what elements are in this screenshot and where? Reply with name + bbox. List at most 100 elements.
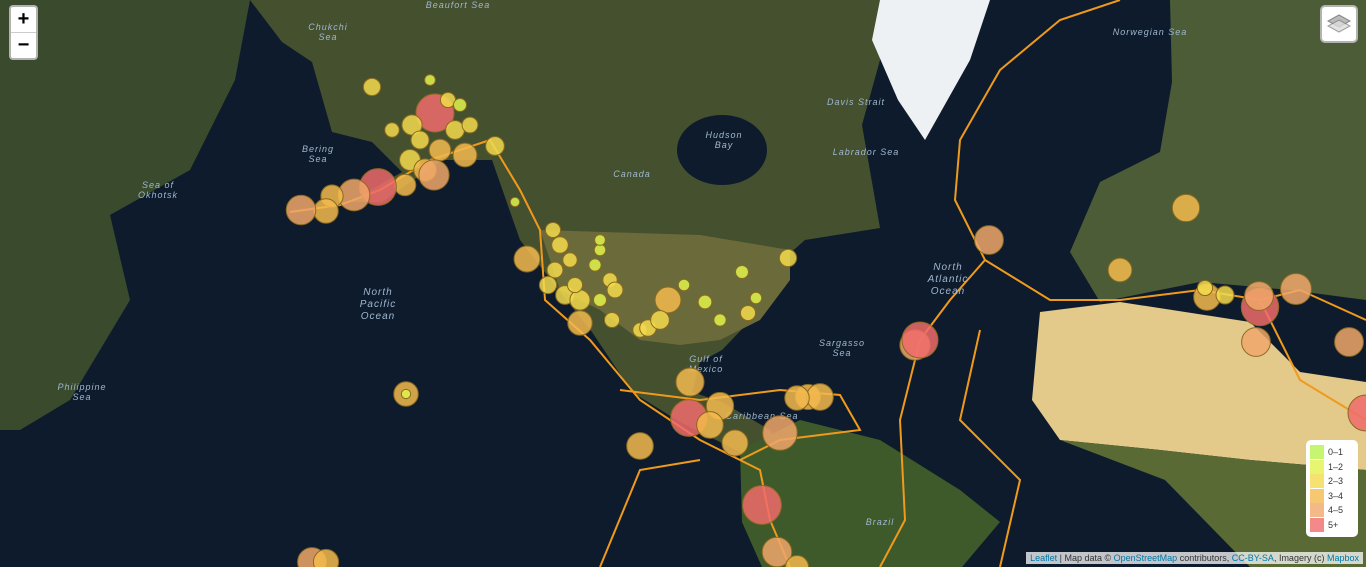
earthquake-marker[interactable]	[566, 276, 584, 294]
earthquake-marker[interactable]	[784, 385, 810, 411]
earthquake-marker[interactable]	[606, 281, 624, 299]
earthquake-marker[interactable]	[974, 225, 1004, 255]
earthquake-marker[interactable]	[806, 383, 834, 411]
earthquake-marker[interactable]	[1107, 257, 1133, 283]
earthquake-marker[interactable]	[593, 243, 607, 257]
earthquake-marker[interactable]	[461, 116, 479, 134]
earthquake-marker[interactable]	[453, 98, 467, 112]
map-label: Philippine	[57, 382, 106, 392]
leaflet-link[interactable]: Leaflet	[1030, 553, 1058, 563]
plate-boundary	[1259, 299, 1366, 421]
earthquake-marker[interactable]	[1280, 273, 1312, 305]
earthquake-marker[interactable]	[509, 196, 521, 208]
earthquake-marker[interactable]	[569, 289, 591, 311]
earthquake-marker[interactable]	[362, 77, 382, 97]
map-label: Mexico	[689, 364, 724, 374]
earthquake-marker[interactable]	[626, 432, 654, 460]
map-label: Atlantic	[927, 274, 969, 285]
attribution: Leaflet | Map data © OpenStreetMap contr…	[1026, 552, 1363, 564]
legend-swatch	[1310, 517, 1324, 532]
map-label: Chukchi	[308, 22, 348, 32]
earthquake-marker[interactable]	[603, 311, 621, 329]
earthquake-marker[interactable]	[485, 136, 505, 156]
earthquake-marker[interactable]	[384, 122, 400, 138]
earthquake-marker[interactable]	[677, 278, 691, 292]
map-label: Bering	[302, 144, 334, 154]
earthquake-marker[interactable]	[588, 258, 602, 272]
zoom-out[interactable]: −	[17, 34, 30, 56]
license-link[interactable]: CC-BY-SA	[1231, 553, 1274, 563]
osm-link[interactable]: OpenStreetMap	[1113, 553, 1178, 563]
earthquake-marker[interactable]	[594, 234, 606, 246]
earthquake-marker[interactable]	[1171, 193, 1201, 223]
zoom-in[interactable]: +	[11, 7, 36, 33]
earthquake-marker[interactable]	[713, 313, 727, 327]
earthquake-marker[interactable]	[546, 261, 564, 279]
earthquake-marker[interactable]	[696, 411, 724, 439]
earthquake-marker[interactable]	[650, 310, 670, 330]
map-label: Bay	[715, 140, 734, 150]
legend-item: 5+	[1310, 517, 1354, 533]
legend-item: 2–3	[1310, 474, 1354, 489]
map-label: Sargasso	[819, 338, 865, 348]
map-label: Davis Strait	[827, 97, 885, 107]
legend-label: 4–5	[1328, 505, 1344, 516]
earthquake-marker[interactable]	[749, 291, 763, 305]
earthquake-marker[interactable]	[739, 304, 757, 322]
map-label: Sea	[308, 154, 327, 164]
earthquake-marker[interactable]	[400, 388, 412, 400]
earthquake-marker[interactable]	[1196, 279, 1214, 297]
map-labels: NorthPacificOceanNorthAtlanticOceanSarga…	[57, 0, 1188, 527]
earthquake-marker[interactable]	[418, 159, 450, 191]
earthquake-marker[interactable]	[778, 248, 798, 268]
land	[0, 0, 250, 430]
attribution-text: | Map data ©	[1059, 553, 1112, 563]
earthquake-marker[interactable]	[654, 286, 682, 314]
earthquake-marker[interactable]	[721, 429, 749, 457]
earthquake-marker[interactable]	[742, 485, 782, 525]
earthquake-marker[interactable]	[1244, 281, 1274, 311]
legend-item: 1–2	[1310, 459, 1354, 475]
bay	[677, 115, 767, 185]
earthquake-marker[interactable]	[551, 236, 569, 254]
earthquake-marker[interactable]	[428, 138, 452, 162]
legend-swatch	[1310, 459, 1324, 474]
map-label: Norwegian Sea	[1113, 27, 1188, 37]
earthquake-marker[interactable]	[452, 142, 478, 168]
earthquake-marker[interactable]	[393, 173, 417, 197]
map-label: Canada	[613, 169, 651, 179]
earthquake-marker[interactable]	[445, 120, 465, 140]
legend-label: 3–4	[1328, 490, 1344, 501]
earthquake-marker[interactable]	[697, 294, 713, 310]
earthquake-marker[interactable]	[562, 252, 578, 268]
map-label: Ocean	[931, 286, 965, 297]
earthquake-marker[interactable]	[312, 548, 340, 567]
earthquake-marker[interactable]	[1334, 327, 1364, 357]
earthquake-marker[interactable]	[1347, 394, 1366, 432]
earthquake-marker[interactable]	[593, 293, 607, 307]
map-label: Beaufort Sea	[426, 0, 491, 10]
earthquake-marker[interactable]	[538, 275, 558, 295]
earthquake-marker[interactable]	[285, 194, 317, 226]
legend-label: 0–1	[1328, 447, 1344, 458]
earthquake-marker[interactable]	[410, 130, 430, 150]
earthquake-marker[interactable]	[1241, 327, 1271, 357]
earthquake-marker[interactable]	[901, 321, 939, 359]
legend-item: 4–5	[1310, 503, 1354, 518]
earthquake-marker[interactable]	[424, 74, 436, 86]
earthquake-marker[interactable]	[762, 415, 798, 451]
mapbox-link[interactable]: Mapbox	[1326, 553, 1359, 563]
earthquake-marker[interactable]	[675, 367, 705, 397]
earthquake-marker[interactable]	[544, 221, 562, 239]
map-label: North	[933, 262, 962, 273]
map-label: Gulf of	[689, 354, 723, 364]
earthquake-marker[interactable]	[735, 265, 749, 279]
map-label: Pacific	[360, 299, 396, 310]
earthquake-marker[interactable]	[567, 310, 593, 336]
layers-control[interactable]	[1320, 5, 1358, 43]
map-label: Sea	[72, 392, 91, 402]
earthquake-marker[interactable]	[513, 245, 541, 273]
earthquake-marker[interactable]	[313, 198, 339, 224]
earthquake-marker[interactable]	[1215, 285, 1235, 305]
